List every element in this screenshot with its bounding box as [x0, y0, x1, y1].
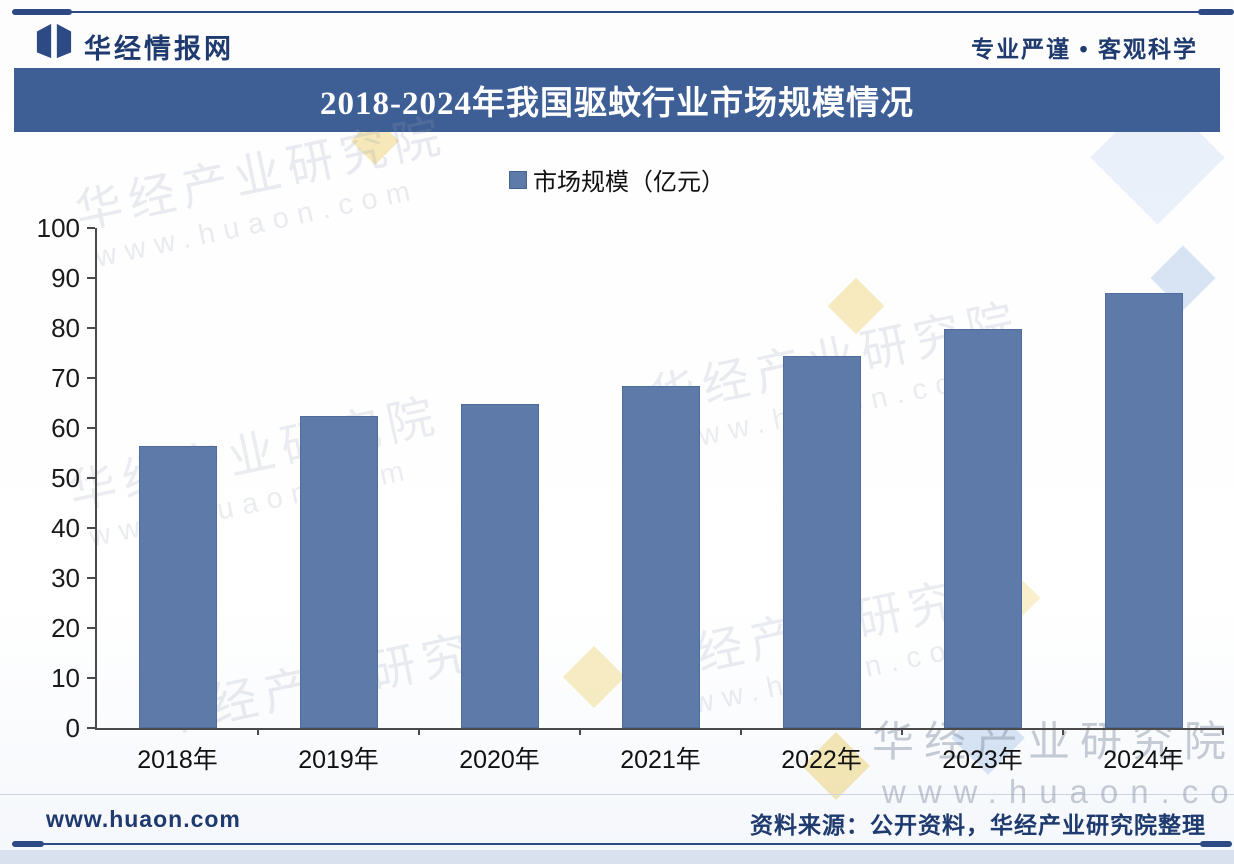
x-tick-mark	[257, 728, 259, 735]
page-bottom-strip	[0, 850, 1234, 864]
bottom-rule	[14, 843, 1220, 845]
y-tick-label: 50	[51, 463, 80, 493]
bottom-rule-right-cap	[1200, 841, 1232, 847]
watermark-url: www.huaon.com	[882, 773, 1234, 810]
top-rule-left-cap	[12, 9, 72, 15]
y-tick-label: 20	[51, 613, 80, 643]
bar-slot: 2022年	[740, 228, 902, 774]
y-tick-label: 80	[51, 313, 80, 343]
legend-label: 市场规模（亿元）	[533, 169, 725, 196]
legend: 市场规模（亿元）	[0, 162, 1234, 197]
bar-2021年	[621, 385, 700, 728]
bar-2024年	[1104, 293, 1183, 728]
y-tick-mark	[87, 527, 95, 529]
bar-2023年	[943, 328, 1022, 728]
bar-slot: 2018年	[97, 228, 258, 774]
x-tick-mark	[418, 728, 420, 735]
y-tick-label: 30	[51, 563, 80, 593]
x-axis-label: 2018年	[137, 746, 218, 774]
chart-title: 2018-2024年我国驱蚊行业市场规模情况	[320, 86, 914, 122]
y-tick-label: 60	[51, 413, 80, 443]
y-tick-mark	[87, 577, 95, 579]
y-tick-label: 10	[51, 663, 80, 693]
x-tick-mark	[579, 728, 581, 735]
top-rule	[14, 11, 1226, 13]
bar-2018年	[138, 446, 217, 728]
bar-slot: 2020年	[418, 228, 580, 774]
x-tick-mark	[740, 728, 742, 735]
legend-marker-icon	[509, 170, 527, 189]
brand-name: 华经情报网	[84, 34, 234, 64]
plot-area: 2018年 2019年 2020年 2021年 2022年 2023年 2024年	[95, 228, 1224, 774]
x-axis-label: 2022年	[781, 746, 862, 774]
y-tick-label: 40	[51, 513, 80, 543]
y-tick-label: 0	[65, 713, 80, 743]
y-tick-mark	[87, 627, 95, 629]
y-tick-mark	[87, 377, 95, 379]
y-tick-mark	[87, 327, 95, 329]
bottom-rule-left-cap	[12, 841, 44, 847]
header: 华经情报网 专业严谨 • 客观科学	[0, 0, 1234, 66]
footer-site-url: www.huaon.com	[46, 806, 241, 832]
x-tick-mark	[901, 728, 903, 735]
y-tick-mark	[87, 677, 95, 679]
footer-divider	[0, 794, 1234, 795]
y-tick-mark	[87, 427, 95, 429]
header-tagline: 专业严谨 • 客观科学	[971, 36, 1198, 62]
bar-slot: 2021年	[579, 228, 741, 774]
y-tick-mark	[87, 227, 95, 229]
x-axis-label: 2021年	[620, 746, 701, 774]
x-axis-label: 2024年	[1103, 746, 1184, 774]
y-tick-mark	[87, 277, 95, 279]
bars-row: 2018年 2019年 2020年 2021年 2022年 2023年 2024年	[97, 228, 1224, 774]
title-bar: 2018-2024年我国驱蚊行业市场规模情况	[14, 68, 1220, 132]
top-rule-right-cap	[1198, 9, 1234, 15]
bar-2020年	[460, 404, 539, 728]
x-axis-label: 2019年	[298, 746, 379, 774]
y-tick-mark	[87, 477, 95, 479]
footer-source-note: 资料来源：公开资料，华经产业研究院整理	[750, 812, 1206, 838]
bar-slot: 2023年	[901, 228, 1063, 774]
bar-slot: 2024年	[1062, 228, 1224, 774]
bar-2019年	[299, 416, 378, 728]
bar-2022年	[782, 355, 861, 728]
x-tick-mark	[1062, 728, 1064, 735]
x-axis-label: 2023年	[942, 746, 1023, 774]
x-axis-label: 2020年	[459, 746, 540, 774]
y-tick-label: 90	[51, 263, 80, 293]
y-tick-label: 70	[51, 363, 80, 393]
bar-slot: 2019年	[257, 228, 419, 774]
x-tick-mark	[1222, 728, 1224, 735]
y-tick-mark	[87, 727, 95, 729]
brand-logo-icon	[36, 23, 72, 59]
y-tick-label: 100	[36, 213, 80, 243]
